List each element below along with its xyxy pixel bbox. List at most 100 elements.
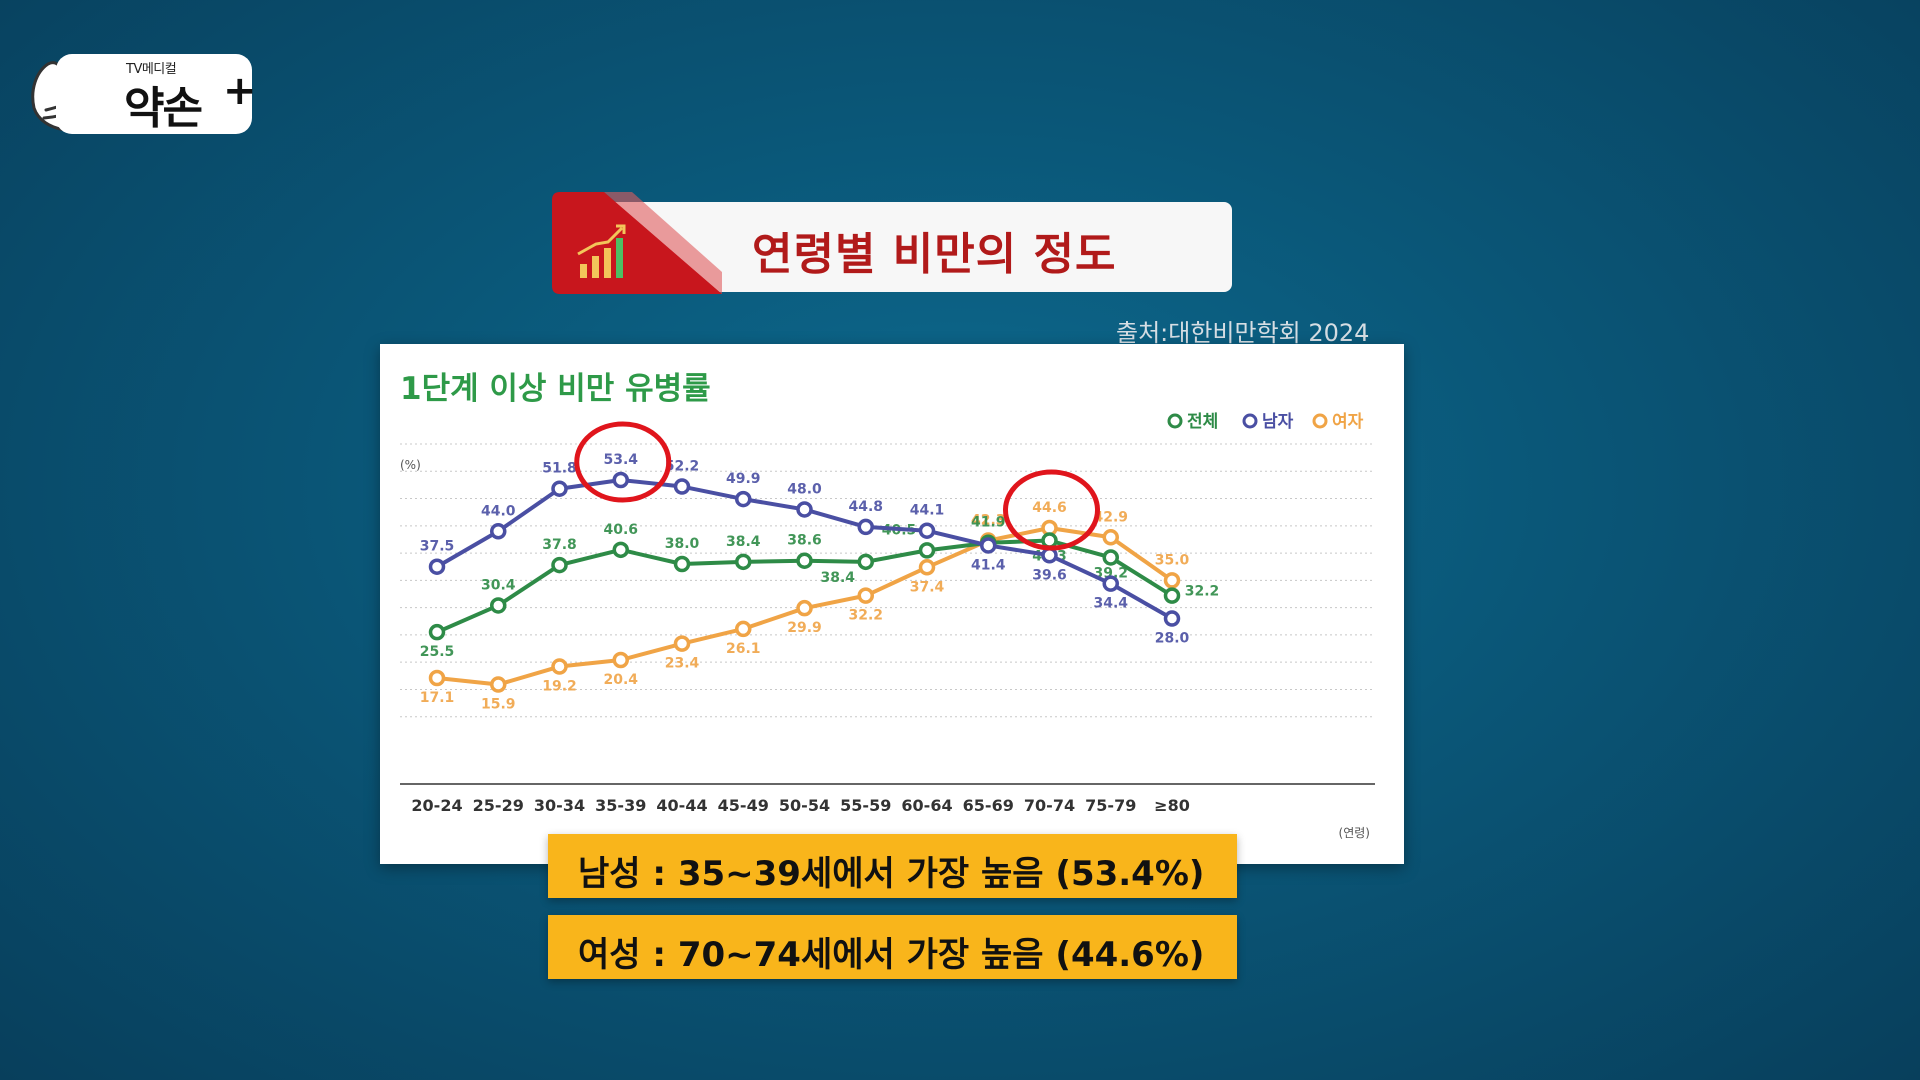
data-point-female [796, 599, 813, 617]
data-label-female: 15.9 [481, 697, 516, 713]
data-point-male [1102, 575, 1119, 592]
data-label-total: 41.9 [971, 515, 1006, 531]
data-point-total [673, 555, 691, 573]
data-point-total [1163, 587, 1181, 604]
logo-name: 약손 [124, 83, 203, 134]
data-point-female [735, 620, 752, 638]
data-label-female: 23.4 [665, 656, 700, 672]
page-title: 연령별 비만의 정도 [752, 229, 1117, 280]
logo-plus: + [223, 68, 257, 114]
channel-logo: TV메디컬 약손 + [26, 50, 257, 136]
x-tick-label: 70-74 [1024, 796, 1075, 815]
data-label-male: 39.6 [1032, 567, 1067, 583]
legend-marker [1312, 413, 1328, 429]
data-point-female [490, 676, 507, 693]
data-point-male [490, 523, 507, 540]
data-point-female [612, 651, 629, 669]
data-label-total: 30.4 [481, 577, 516, 593]
chart-legend: 전체 남자 여자 [1167, 412, 1364, 432]
data-point-total [490, 597, 507, 614]
x-tick-label: 40-44 [656, 796, 707, 815]
data-label-male: 53.4 [603, 452, 638, 468]
data-point-female [1163, 572, 1181, 589]
source-caption: 출처:대한비만학회 2024 [1116, 319, 1370, 347]
x-tick-label: 75-79 [1085, 796, 1136, 815]
chart-card: 1단계 이상 비만 유병률 (%) (연령) 전체 남자 여자 17.1 15.9 19… [380, 344, 1404, 864]
logo-badge [56, 54, 252, 134]
data-point-male [551, 480, 568, 497]
data-point-total [428, 623, 446, 641]
data-point-male [735, 490, 752, 508]
logo-subtitle: TV메디컬 [126, 62, 177, 77]
data-point-female [428, 669, 446, 687]
data-label-total: 38.4 [726, 534, 761, 550]
x-tick-label: 50-54 [779, 796, 830, 815]
data-point-female [551, 658, 568, 675]
x-tick-label: 55-59 [840, 796, 891, 815]
data-point-male [1163, 610, 1181, 627]
data-label-male: 34.4 [1093, 596, 1128, 612]
data-label-male: 51.8 [542, 461, 577, 477]
legend-label: 남자 [1262, 412, 1294, 432]
data-label-male: 52.2 [665, 459, 700, 475]
data-label-female: 19.2 [542, 679, 577, 695]
legend-marker [1167, 413, 1183, 429]
data-label-female: 35.0 [1155, 552, 1190, 568]
data-point-total [735, 553, 752, 571]
highlight-circles [574, 421, 1100, 551]
x-tick-label: 35-39 [595, 796, 646, 815]
data-point-male [1041, 547, 1058, 564]
x-tick-label: 20-24 [411, 796, 462, 815]
title-banner: 연령별 비만의 정도 [552, 192, 1232, 294]
data-label-total: 32.2 [1185, 584, 1220, 600]
data-label-total: 38.4 [820, 570, 855, 586]
data-label-male: 48.0 [787, 481, 822, 497]
data-label-male: 44.0 [481, 503, 516, 519]
data-label-total: 40.6 [603, 522, 638, 538]
data-label-female: 37.4 [910, 579, 945, 595]
x-tick-label: ≥80 [1154, 796, 1190, 815]
bar-chart-icon [552, 192, 722, 294]
legend-marker [1242, 413, 1258, 429]
data-label-female: 26.1 [726, 641, 761, 657]
chart-title: 1단계 이상 비만 유병률 [400, 371, 711, 407]
data-label-total: 37.8 [542, 537, 577, 553]
data-point-male [980, 537, 997, 554]
data-label-female: 42.3 [971, 513, 1006, 529]
data-label-female: 44.6 [1032, 500, 1067, 516]
y-axis-unit: (%) [400, 458, 421, 472]
data-label-total: 38.6 [787, 533, 822, 549]
data-label-male: 44.1 [910, 503, 945, 519]
chart-series: 17.1 15.9 19.2 20.4 23.4 26.1 29.9 32.2 37.4 42.3… [420, 452, 1220, 713]
x-tick-label: 65-69 [963, 796, 1014, 815]
x-tick-label: 30-34 [534, 796, 585, 815]
data-point-total [551, 556, 568, 574]
male-note-banner: 남성 : 35~39세에서 가장 높음 (53.4%) [548, 834, 1237, 898]
data-point-male [918, 522, 936, 539]
x-tick-labels: 20-24 25-29 30-34 35-39 40-44 45-49 50-54 55-59… [411, 796, 1189, 815]
x-tick-label: 25-29 [473, 796, 524, 815]
data-point-female [918, 559, 936, 576]
data-point-total [918, 542, 936, 559]
x-tick-label: 45-49 [718, 796, 769, 815]
data-point-total [1041, 532, 1058, 549]
data-label-male: 44.8 [848, 499, 883, 515]
chart-gridlines [400, 443, 1375, 785]
data-point-male [857, 518, 874, 536]
data-point-total [1102, 549, 1119, 566]
data-point-total [612, 541, 629, 559]
data-label-female: 42.9 [1093, 509, 1128, 525]
female-note-text: 여성 : 70~74세에서 가장 높음 (44.6%) [578, 935, 1205, 975]
data-point-total [796, 552, 813, 569]
legend-label: 여자 [1332, 412, 1364, 432]
data-point-female [1102, 529, 1119, 546]
data-label-female: 20.4 [603, 672, 638, 688]
legend-label: 전체 [1187, 412, 1218, 432]
data-point-male [673, 478, 691, 495]
data-label-female: 29.9 [787, 620, 822, 636]
data-point-male [428, 558, 446, 575]
highlight-circle [574, 421, 672, 503]
x-axis-unit: (연령) [1339, 826, 1370, 840]
female-note-banner: 여성 : 70~74세에서 가장 높음 (44.6%) [548, 915, 1237, 979]
data-label-female: 17.1 [420, 690, 455, 706]
